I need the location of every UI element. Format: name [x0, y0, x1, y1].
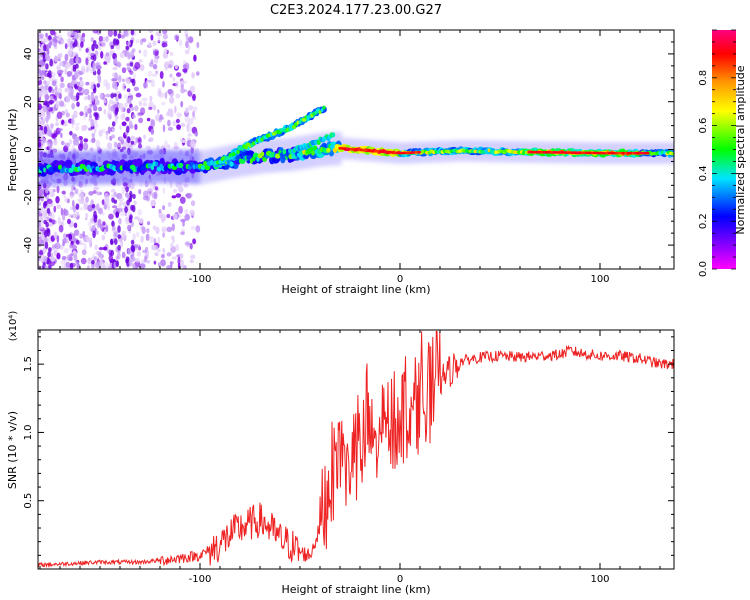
colorbar-tick-label: 0.8 — [698, 70, 709, 86]
colorbar-label: Normalized spectral amplitude — [734, 65, 747, 234]
spectrogram-heatmap — [38, 30, 674, 269]
spectrogram-panel: -100 0 100 -40 -20 0 20 40 Height of straight l… — [6, 29, 675, 296]
spectrogram-y-tick-label: -40 — [23, 237, 34, 253]
snr-frame — [37, 329, 675, 570]
colorbar: 0.0 0.2 0.4 0.6 0.8 Normalized spectral ampl… — [698, 29, 747, 277]
colorbar-tick-label: 0.0 — [698, 261, 709, 277]
snr-y-tick-label: 0.5 — [23, 493, 34, 509]
snr-y-tick-label: 1.5 — [23, 356, 34, 372]
spectrogram-y-tick-label: 0 — [23, 146, 34, 152]
snr-x-tick-label: -100 — [189, 574, 212, 585]
colorbar-gradient — [712, 30, 736, 269]
spectrogram-noise — [38, 30, 201, 269]
spectrogram-branch-track — [212, 105, 336, 168]
spectrogram-x-tick-label: -100 — [189, 274, 212, 285]
colorbar-tick-label: 0.6 — [698, 118, 709, 134]
snr-series-line — [38, 330, 674, 569]
spectrogram-y-tick-label: 40 — [23, 48, 34, 61]
spectrogram-y-tick-label: 20 — [23, 95, 34, 108]
snr-x-tick-label: 100 — [590, 574, 609, 585]
spectrogram-x-tick-label: 100 — [590, 274, 609, 285]
spectrogram-y-tick-label: -20 — [23, 189, 34, 205]
colorbar-tick-label: 0.4 — [698, 165, 709, 181]
spectrogram-core — [338, 146, 650, 155]
spectrogram-xlabel: Height of straight line (km) — [281, 283, 430, 296]
snr-x-tick-label: 0 — [397, 574, 403, 585]
snr-xlabel: Height of straight line (km) — [281, 583, 430, 596]
colorbar-tick-label: 0.2 — [698, 213, 709, 229]
snr-multiplier: (x10⁴) — [8, 311, 19, 342]
chart-title: C2E3.2024.177.23.00.G27 — [270, 3, 442, 18]
snr-ylabel: SNR (10 * v/v) — [6, 411, 19, 489]
snr-panel: -100 0 100 0.5 1.0 1.5 Height of straight lin… — [6, 311, 675, 596]
spectrogram-ylabel: Frequency (Hz) — [6, 109, 19, 192]
snr-y-tick-label: 1.0 — [23, 424, 34, 440]
spectrogram-x-tick-label: 0 — [397, 274, 403, 285]
